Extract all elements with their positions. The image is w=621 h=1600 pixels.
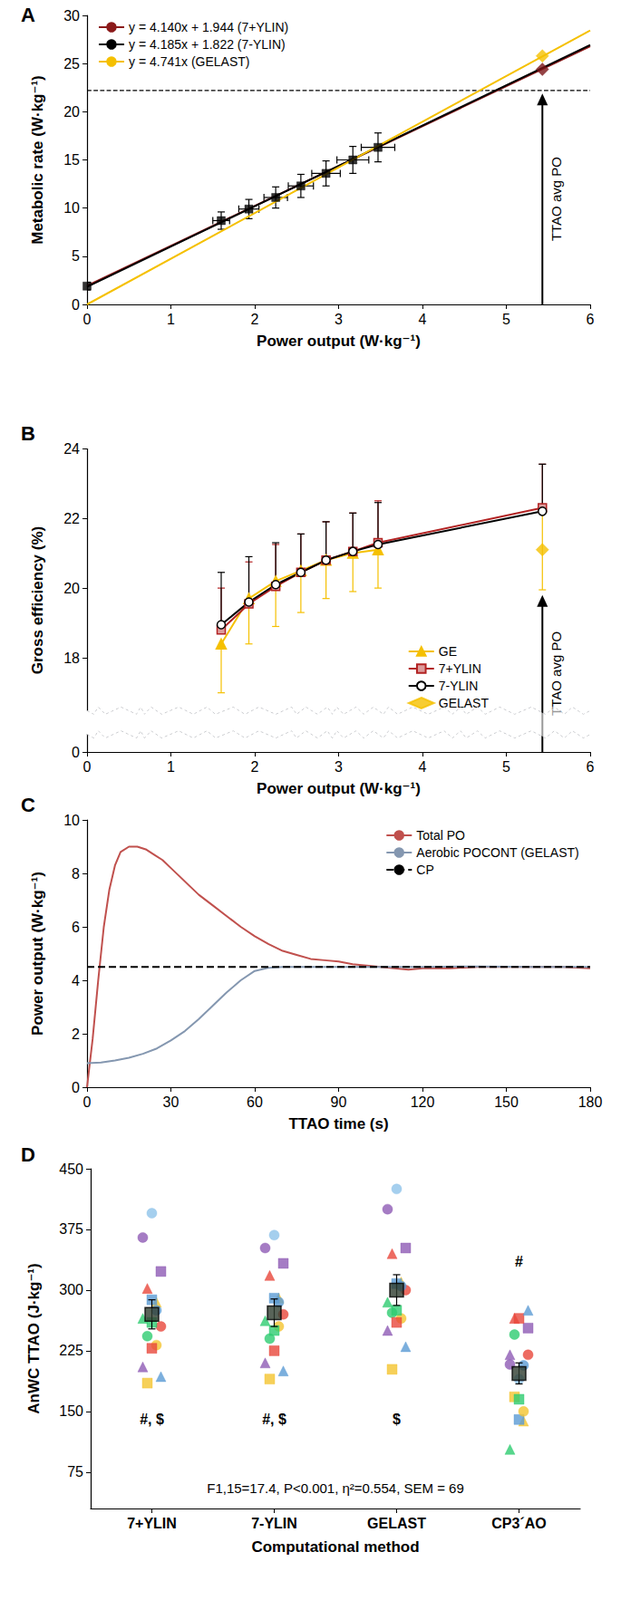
svg-text:Total PO: Total PO	[416, 828, 466, 844]
svg-text:0: 0	[71, 297, 80, 313]
svg-text:300: 300	[58, 1282, 84, 1299]
svg-text:20: 20	[63, 581, 80, 597]
svg-text:120: 120	[410, 1095, 436, 1111]
svg-text:450: 450	[58, 1162, 84, 1178]
svg-text:4: 4	[418, 759, 427, 776]
svg-text:10: 10	[63, 200, 80, 216]
svg-text:25: 25	[63, 56, 80, 72]
svg-text:Power output (W·kg⁻¹): Power output (W·kg⁻¹)	[256, 780, 421, 798]
svg-text:Power output (W·kg⁻¹): Power output (W·kg⁻¹)	[29, 872, 47, 1037]
svg-text:TTAO avg PO: TTAO avg PO	[548, 631, 564, 717]
svg-text:GE: GE	[438, 644, 457, 660]
svg-text:2: 2	[71, 1027, 80, 1043]
svg-text:5: 5	[71, 248, 80, 264]
svg-text:5: 5	[502, 311, 511, 328]
svg-text:7+YLIN: 7+YLIN	[438, 661, 482, 677]
svg-text:24: 24	[63, 441, 80, 457]
svg-text:180: 180	[578, 1095, 603, 1111]
svg-text:0: 0	[71, 1080, 80, 1097]
svg-text:15: 15	[63, 152, 80, 168]
svg-text:3: 3	[334, 759, 343, 776]
svg-text:AnWC TTAO (J·kg⁻¹): AnWC TTAO (J·kg⁻¹)	[25, 1263, 43, 1415]
svg-text:3: 3	[334, 311, 343, 328]
svg-text:20: 20	[63, 104, 80, 120]
svg-text:0: 0	[83, 759, 92, 776]
svg-text:A: A	[20, 3, 36, 27]
svg-text:1: 1	[166, 311, 175, 328]
svg-text:0: 0	[71, 745, 80, 761]
svg-text:y = 4.140x + 1.944 (7+YLIN): y = 4.140x + 1.944 (7+YLIN)	[128, 19, 289, 35]
svg-text:5: 5	[502, 759, 511, 776]
svg-text:TTAO avg PO: TTAO avg PO	[548, 156, 564, 242]
svg-text:CP3´AO: CP3´AO	[491, 1516, 546, 1533]
svg-text:GELAST: GELAST	[438, 696, 490, 711]
svg-text:F1,15=17.4, P<0.001, η²=0.554,: F1,15=17.4, P<0.001, η²=0.554, SEM = 69	[206, 1481, 465, 1497]
svg-text:TTAO time (s): TTAO time (s)	[288, 1115, 389, 1134]
svg-text:6: 6	[586, 759, 595, 776]
svg-text:#: #	[514, 1254, 524, 1271]
svg-text:Power output (W·kg⁻¹): Power output (W·kg⁻¹)	[256, 332, 421, 350]
svg-text:Gross efficiency (%): Gross efficiency (%)	[29, 526, 47, 675]
svg-text:150: 150	[494, 1095, 519, 1111]
svg-text:y = 4.185x + 1.822 (7-YLIN): y = 4.185x + 1.822 (7-YLIN)	[128, 37, 286, 52]
svg-text:2: 2	[251, 759, 260, 776]
svg-text:7+YLIN: 7+YLIN	[126, 1516, 177, 1533]
svg-text:y = 4.741x (GELAST): y = 4.741x (GELAST)	[128, 54, 250, 69]
svg-text:C: C	[20, 794, 36, 817]
svg-text:30: 30	[163, 1095, 180, 1111]
svg-text:Aerobic POCONT (GELAST): Aerobic POCONT (GELAST)	[416, 845, 579, 861]
svg-text:GELAST: GELAST	[367, 1516, 427, 1533]
svg-text:90: 90	[330, 1095, 348, 1111]
svg-text:30: 30	[63, 8, 80, 24]
svg-text:Metabolic rate (W·kg⁻¹): Metabolic rate (W·kg⁻¹)	[29, 75, 47, 245]
svg-text:2: 2	[251, 311, 260, 328]
svg-text:4: 4	[418, 311, 427, 328]
svg-text:$: $	[392, 1412, 401, 1428]
svg-text:6: 6	[71, 920, 80, 936]
svg-text:375: 375	[58, 1222, 84, 1238]
svg-text:4: 4	[71, 973, 80, 990]
svg-text:#, $: #, $	[139, 1412, 165, 1428]
svg-text:10: 10	[63, 813, 80, 829]
svg-text:6: 6	[586, 311, 595, 328]
svg-text:7-YLIN: 7-YLIN	[438, 679, 479, 694]
svg-text:75: 75	[67, 1465, 84, 1481]
svg-text:22: 22	[63, 511, 80, 527]
svg-text:1: 1	[166, 759, 175, 776]
svg-text:7-YLIN: 7-YLIN	[251, 1516, 298, 1533]
svg-text:#, $: #, $	[261, 1412, 287, 1428]
svg-text:CP: CP	[416, 863, 434, 878]
svg-text:Computational method: Computational method	[251, 1539, 419, 1557]
svg-text:18: 18	[63, 650, 80, 667]
svg-text:60: 60	[246, 1095, 263, 1111]
svg-text:0: 0	[83, 1095, 92, 1111]
svg-text:8: 8	[71, 866, 80, 883]
svg-text:150: 150	[58, 1404, 84, 1420]
svg-text:225: 225	[58, 1343, 84, 1359]
svg-text:D: D	[20, 1144, 36, 1167]
svg-text:B: B	[20, 422, 36, 446]
svg-text:0: 0	[83, 311, 92, 328]
